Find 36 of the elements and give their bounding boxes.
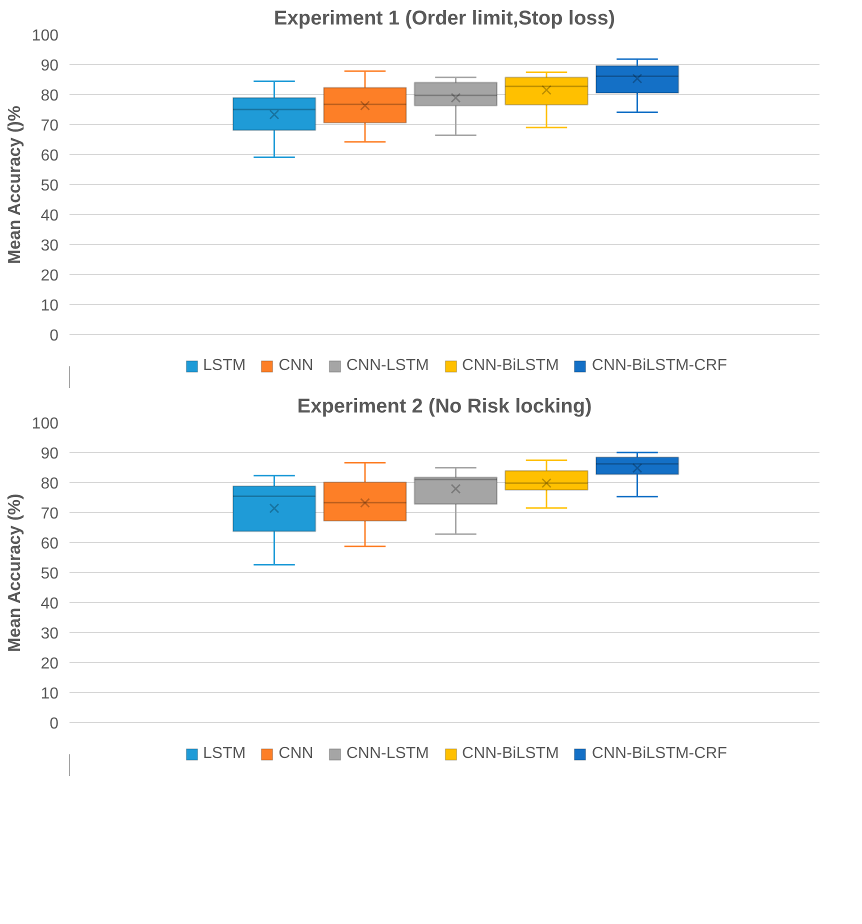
y-tick-label: 40 [40, 596, 59, 612]
y-tick-label: 30 [40, 238, 59, 254]
y-tick-label: 60 [40, 148, 59, 164]
y-tick-label: 70 [40, 506, 59, 522]
chart-title: Experiment 1 (Order limit,Stop loss) [274, 8, 616, 30]
y-tick-label: 100 [32, 28, 59, 44]
y-tick-label: 50 [40, 566, 59, 582]
y-tick-label: 20 [40, 656, 59, 672]
legend-label: LSTM [202, 745, 246, 763]
legend-label: CNN-BiLSTM-CRF [592, 745, 728, 763]
y-tick-label: 10 [40, 298, 59, 314]
chart-title: Experiment 2 (No Risk locking) [297, 396, 592, 418]
legend-label: CNN [278, 745, 314, 763]
y-tick-label: 70 [40, 118, 59, 134]
legend-label: CNN-LSTM [346, 357, 430, 375]
y-tick-label: 90 [40, 446, 59, 462]
y-tick-label: 0 [50, 328, 59, 344]
y-tick-label: 100 [32, 416, 59, 432]
y-tick-label: 0 [50, 716, 59, 732]
y-tick-label: 30 [40, 626, 59, 642]
y-tick-label: 60 [40, 536, 59, 552]
y-tick-label: 20 [40, 268, 59, 284]
legend-label: LSTM [202, 357, 246, 375]
y-tick-label: 10 [40, 686, 59, 702]
y-tick-label: 80 [40, 88, 59, 104]
legend-label: CNN-BiLSTM [462, 745, 559, 763]
y-tick-label: 90 [40, 58, 59, 74]
legend-label: CNN-LSTM [346, 745, 430, 763]
legend-label: CNN-BiLSTM-CRF [592, 357, 728, 375]
y-tick-label: 80 [40, 476, 59, 492]
y-tick-label: 50 [40, 178, 59, 194]
y-axis-title: Mean Accuracy (%) [4, 494, 24, 652]
legend-label: CNN [278, 357, 314, 375]
y-axis-title: Mean Accuracy ()% [4, 106, 24, 264]
legend-label: CNN-BiLSTM [462, 357, 559, 375]
y-tick-label: 40 [40, 208, 59, 224]
